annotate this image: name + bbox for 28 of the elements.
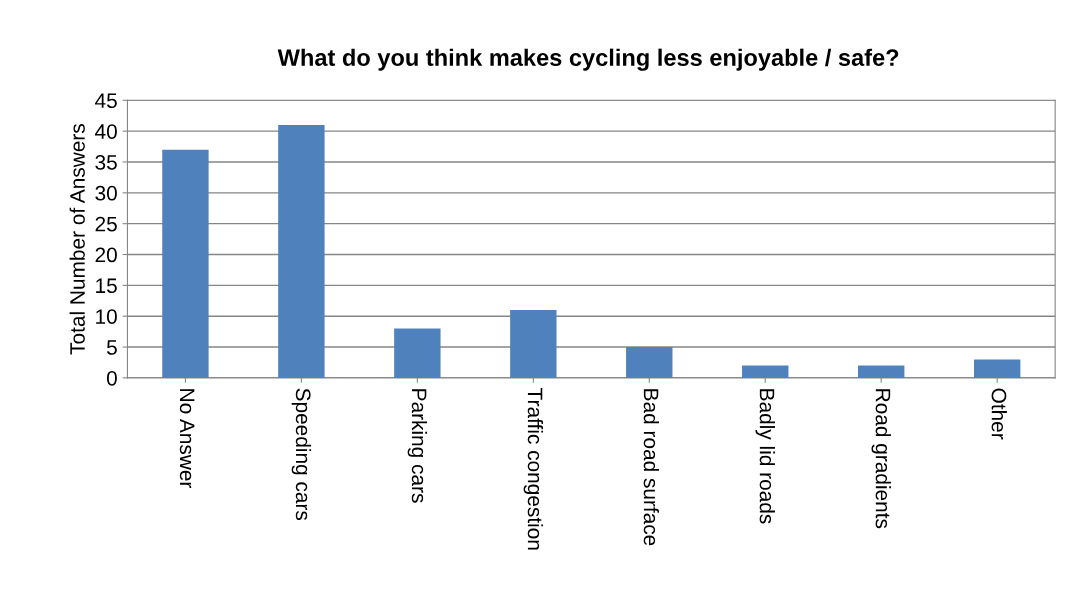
y-tick-label: 45: [95, 93, 117, 109]
x-tick-label: Parking cars: [407, 389, 428, 503]
chart-title: What do you think makes cycling less enjoyable / safe?: [277, 48, 899, 71]
y-axis-title: Total Number of Answers: [69, 124, 85, 355]
y-tick-label: 30: [95, 185, 117, 201]
x-tick-label: Badly lid roads: [755, 389, 775, 524]
x-tick-label: No Answer: [179, 389, 195, 489]
bar: [742, 365, 789, 378]
y-tick-label: 15: [96, 278, 117, 294]
x-tick-label: Speeding cars: [291, 388, 312, 521]
y-tick-label: 40: [95, 124, 117, 139]
x-tick-label: Bad road surface: [643, 389, 659, 546]
y-tick-label: 0: [106, 370, 117, 386]
bar: [278, 124, 325, 378]
bar: [510, 310, 557, 378]
y-tick-label: 5: [106, 340, 117, 355]
bar: [626, 347, 673, 378]
x-tick-label: Road gradients: [871, 389, 891, 529]
y-tick-label: 25: [95, 216, 117, 232]
bar: [973, 359, 1021, 378]
y-tick-label: 20: [95, 247, 117, 263]
bar: [162, 149, 209, 378]
y-tick-label: 35: [95, 154, 117, 170]
y-tick-label: 10: [96, 309, 117, 324]
x-tick-label: Other: [991, 388, 1007, 440]
bar: [858, 365, 905, 378]
x-tick-label: Traffic congestion: [523, 388, 544, 550]
bar: [394, 328, 441, 378]
